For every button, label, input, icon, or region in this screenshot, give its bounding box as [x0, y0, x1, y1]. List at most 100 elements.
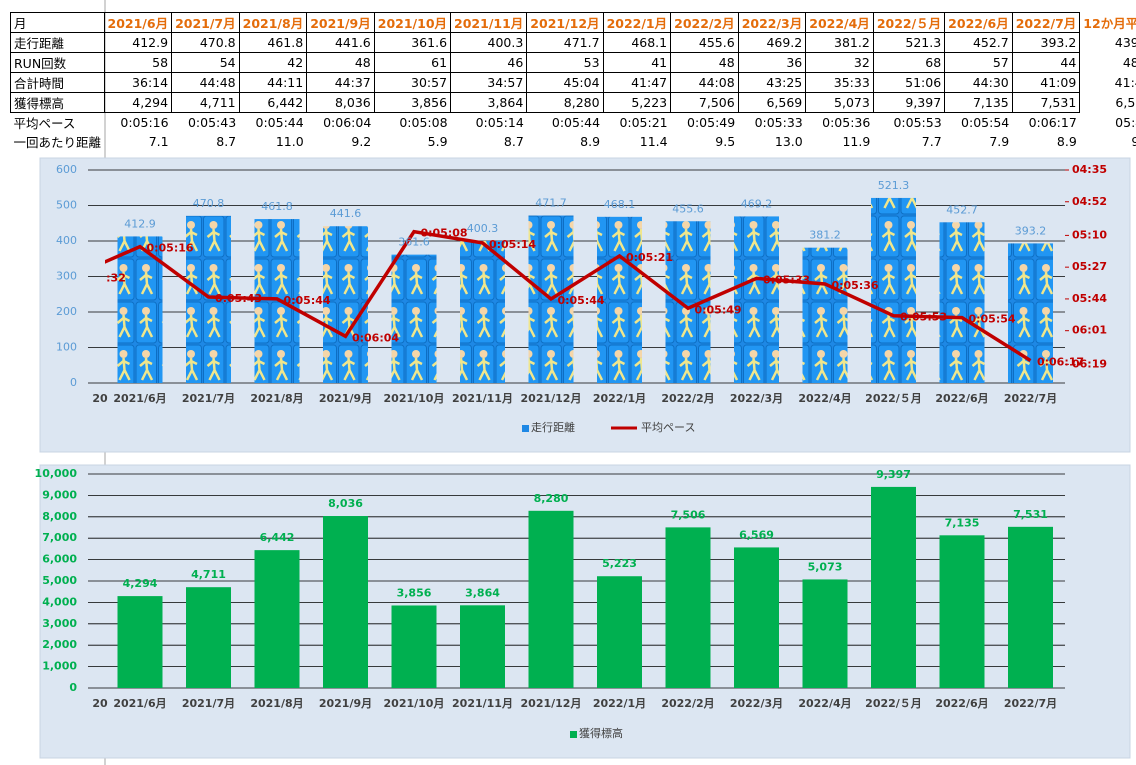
cell: 54: [171, 52, 240, 73]
data-label: 361.6: [398, 236, 430, 249]
data-label: 0:05:14: [489, 238, 536, 251]
data-label: 6,569: [739, 528, 774, 541]
bar: [1008, 526, 1053, 688]
bar: [528, 510, 574, 688]
cell: 521.3: [872, 32, 946, 53]
data-label: 0:06:04: [352, 331, 399, 344]
cell: 45:04: [526, 72, 604, 93]
cell: 8.9: [1056, 134, 1077, 149]
y2-tick-label: 04:35: [1072, 163, 1107, 176]
cell: 471.7: [526, 32, 604, 53]
data-label: 9,397: [876, 468, 911, 481]
data-label: 381.2: [809, 229, 841, 242]
legend-label: 獲得標高: [579, 726, 623, 740]
cell: 9.5: [1131, 134, 1136, 149]
x-tick-label: 2022/1月: [593, 392, 646, 405]
cell: 32: [805, 52, 874, 73]
cell: 0:05:33: [754, 115, 803, 130]
cell: 41:47: [1114, 75, 1136, 90]
cell: 05:41: [1115, 114, 1136, 130]
cell: 61: [373, 52, 452, 73]
data-label: 471.7: [535, 197, 567, 210]
cell: 獲得標高: [10, 92, 105, 113]
data-label: 7,135: [945, 516, 980, 529]
data-label: 452.7: [946, 203, 978, 216]
cell: 46: [450, 52, 528, 73]
cell: 0:05:44: [255, 115, 304, 130]
cell: 4,711: [171, 92, 240, 113]
x-tick-label: 2021/8月: [250, 392, 303, 405]
x-tick-label: 2022/2月: [661, 697, 714, 710]
data-label: 6,442: [260, 531, 295, 544]
cell: 8.7: [503, 134, 524, 149]
cell: 455.6: [670, 32, 739, 53]
cell: 393.2: [1011, 32, 1081, 53]
cell: RUN回数: [10, 52, 105, 73]
cell: 7.7: [921, 134, 942, 149]
legend-swatch: [570, 731, 577, 738]
cell: 58: [103, 52, 173, 73]
cell: 7,506: [670, 92, 739, 113]
data-label: 8,280: [534, 492, 569, 505]
x-tick-label: 2022/1月: [593, 697, 646, 710]
cell: 7.9: [989, 134, 1010, 149]
cell: 2021/8月: [238, 12, 308, 33]
bar: [186, 587, 231, 688]
x-tick-label: 2021/9月: [319, 697, 372, 710]
cell: 11.9: [842, 134, 871, 149]
bar: [802, 579, 848, 688]
data-label: 0:05:36: [831, 279, 878, 292]
y-tick-label: 300: [56, 270, 77, 283]
cell: 0:05:53: [893, 115, 942, 130]
cell: 44:48: [171, 72, 240, 93]
x-tick-label: 2022/6月: [935, 392, 988, 405]
cell: 44:08: [670, 72, 739, 93]
cell: 48: [670, 52, 739, 73]
data-label: 7,506: [671, 508, 706, 521]
header-row: 月 2021/6月 2021/7月 2021/8月 2021/9月 2021/10月 202…: [10, 12, 1136, 33]
cell: 0:05:44: [551, 115, 601, 130]
cell: 44:11: [238, 72, 308, 93]
data-label: 3,856: [397, 586, 432, 599]
data-label: :32: [106, 272, 126, 285]
cell: 441.6: [306, 32, 375, 53]
y2-tick-label: 05:10: [1072, 228, 1107, 241]
y2-tick-label: 05:44: [1072, 292, 1107, 305]
x-tick-label: 2021/10月: [384, 392, 445, 405]
y-tick-label: 6,000: [42, 553, 77, 566]
bar: [665, 527, 711, 688]
y2-tick-label: 06:01: [1072, 324, 1107, 337]
cell: 468.1: [602, 32, 672, 53]
cell: 2022/6月: [944, 12, 1013, 33]
data-label: 0:05:21: [626, 251, 673, 264]
line: [105, 229, 1032, 363]
cell: 381.2: [805, 32, 874, 53]
cell: 0:06:04: [323, 115, 372, 130]
cell: 461.8: [238, 32, 308, 53]
cell: 8,280: [526, 92, 604, 113]
x-tick-label: 20: [92, 697, 108, 710]
plot: [105, 197, 1053, 383]
y-tick-label: 600: [56, 163, 77, 176]
y2-tick-label: 05:27: [1072, 260, 1107, 273]
y-tick-label: 400: [56, 234, 77, 247]
data-label: 5,073: [808, 560, 843, 573]
cell: 8.9: [580, 134, 601, 149]
cell: 43:25: [737, 72, 807, 93]
data-row: 合計時間 36:14 44:48 44:11 44:37 30:57 34:57 45:04 4…: [10, 72, 1136, 93]
x-tick-label: 2021/6月: [113, 697, 166, 710]
data-row: 獲得標高 4,294 4,711 6,442 8,036 3,856 3,864 8,280 5…: [10, 92, 1136, 113]
labels: 412.9 470.8 461.8 441.6 361.6 400.3 471.7 468.1…: [106, 179, 1084, 369]
data-label: 7,531: [1013, 508, 1048, 521]
data-table: 月 2021/6月 2021/7月 2021/8月 2021/9月 2021/10月 202…: [10, 12, 1136, 151]
bar: [939, 535, 985, 688]
cell: 2021/12月: [526, 12, 604, 33]
cell: 44:37: [306, 72, 375, 93]
cell: 452.7: [944, 32, 1013, 53]
bar: [117, 596, 163, 688]
y2-tick-label: 04:52: [1072, 195, 1107, 208]
y-tick-label: 8,000: [42, 510, 77, 523]
cell: 44:30: [944, 72, 1013, 93]
data-row: 走行距離 412.9 470.8 461.8 441.6 361.6 400.3 471.7 4…: [10, 32, 1136, 53]
